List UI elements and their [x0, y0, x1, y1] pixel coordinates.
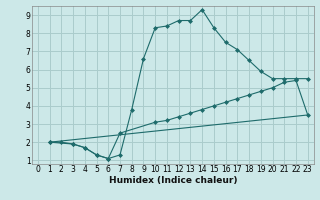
- X-axis label: Humidex (Indice chaleur): Humidex (Indice chaleur): [108, 176, 237, 185]
